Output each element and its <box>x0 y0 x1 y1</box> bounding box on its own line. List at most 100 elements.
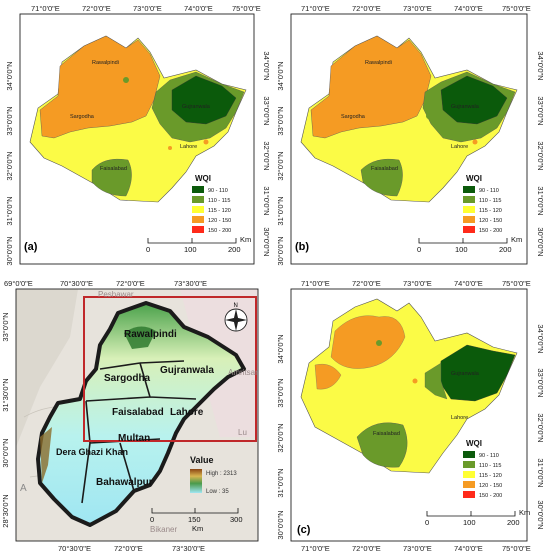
wqi-surface <box>300 298 518 474</box>
scale-bar: 0 100 200 Km <box>146 235 251 254</box>
lat-label: 28°30'0"N <box>1 494 10 527</box>
lon-label: 71°0'0"E <box>301 4 330 13</box>
lat-label: 32°0'0"N <box>536 141 545 170</box>
lat-label: 30°0'0"N <box>536 227 545 256</box>
legend-label: 110 - 115 <box>479 463 501 469</box>
panel-tag: (b) <box>295 241 309 253</box>
scale-bar: 0 100 200 Km <box>425 508 530 527</box>
lat-label: 32°0'0"N <box>262 141 271 170</box>
lat-label: 31°0'0"N <box>276 196 285 225</box>
lat-label: 31°0'0"N <box>536 186 545 215</box>
scale-unit: Km <box>519 508 530 517</box>
city-label: Lahore <box>451 415 468 421</box>
lat-label: 30°0'0"N <box>262 227 271 256</box>
lon-label: 75°0'0"E <box>232 4 261 13</box>
legend-title: WQI <box>466 439 482 448</box>
wqi-surface <box>29 35 247 203</box>
legend-label: 115 - 120 <box>479 473 502 479</box>
legend-label: 150 - 200 <box>479 228 502 234</box>
lat-label: 31°0'0"N <box>262 186 271 215</box>
scale-tick: 200 <box>499 245 512 254</box>
lat-label: 34°0'0"N <box>276 334 285 363</box>
lon-label: 73°30'0"E <box>172 544 205 553</box>
legend-swatch <box>192 206 204 213</box>
lat-label: 34°0'0"N <box>5 61 14 90</box>
legend-swatch <box>463 206 475 213</box>
city-label: Sargodha <box>341 114 366 120</box>
lon-label: 70°30'0"E <box>58 544 91 553</box>
faint-label: Peshawar <box>98 290 134 299</box>
legend-swatch <box>463 471 475 478</box>
lat-label: 30°0'0"N <box>5 236 14 265</box>
scale-tick: 0 <box>146 245 150 254</box>
legend-title: Value <box>190 455 214 465</box>
city-label: Gujranwala <box>451 104 480 110</box>
lat-label: 32°0'0"N <box>536 413 545 442</box>
lon-label: 73°0'0"E <box>403 544 432 553</box>
wqi-map-panel-a: 71°0'0"E 72°0'0"E 73°0'0"E 74°0'0"E 75°0… <box>5 4 271 266</box>
city-label: Lahore <box>170 407 204 418</box>
lat-label: 31°30'0"N <box>1 378 10 411</box>
lat-label: 30°0'0"N <box>276 236 285 265</box>
city-label: Rawalpindi <box>365 60 392 66</box>
scale-unit: Km <box>511 235 522 244</box>
lon-label: 71°0'0"E <box>301 279 330 288</box>
city-label: Rawalpindi <box>124 329 177 340</box>
lon-label: 73°0'0"E <box>133 4 162 13</box>
legend-low: Low : 35 <box>206 489 229 495</box>
lon-label: 72°0'0"E <box>116 279 145 288</box>
legend-label: 150 - 200 <box>479 493 502 499</box>
panel-tag: (c) <box>297 524 311 536</box>
lat-label: 34°0'0"N <box>262 51 271 80</box>
scale-bar: 0 150 300 Km <box>150 508 243 533</box>
legend-swatch <box>192 196 204 203</box>
legend-label: 115 - 120 <box>208 208 231 214</box>
scale-tick: 0 <box>417 245 421 254</box>
city-label: Faisalabad <box>112 407 164 418</box>
scale-tick: 100 <box>463 518 476 527</box>
lat-label: 31°0'0"N <box>276 468 285 497</box>
lon-label: 73°0'0"E <box>403 4 432 13</box>
legend-swatch <box>463 491 475 498</box>
north-arrow: N <box>224 303 248 332</box>
scale-tick: 300 <box>230 515 243 524</box>
faint-label: Bikaner <box>150 525 177 534</box>
lon-label: 72°0'0"E <box>352 544 381 553</box>
wqi-surface <box>300 35 518 203</box>
wqi-map-panel-c: 71°0'0"E 72°0'0"E 73°0'0"E 74°0'0"E 75°0… <box>276 279 545 553</box>
city-label: Dera Ghazi Khan <box>56 447 128 457</box>
lat-label: 33°0'0"N <box>1 312 10 341</box>
lon-label: 72°0'0"E <box>352 4 381 13</box>
lat-label: 33°0'0"N <box>276 378 285 407</box>
scale-bar: 0 100 200 Km <box>417 235 522 254</box>
lat-label: 33°0'0"N <box>5 106 14 135</box>
lon-label: 75°0'0"E <box>502 544 531 553</box>
scale-tick: 150 <box>188 515 201 524</box>
lon-label: 70°30'0"E <box>60 279 93 288</box>
lon-label: 69°0'0"E <box>4 279 33 288</box>
lon-label: 75°0'0"E <box>502 4 531 13</box>
scale-tick: 200 <box>507 518 520 527</box>
lon-label: 71°0'0"E <box>31 4 60 13</box>
legend-label: 120 - 150 <box>479 483 502 489</box>
city-label: Sargodha <box>104 373 151 384</box>
study-area-map: 69°0'0"E 70°30'0"E 72°0'0"E 73°30'0"E 70… <box>1 279 259 553</box>
city-label: Lahore <box>180 144 197 150</box>
legend-label: 150 - 200 <box>208 228 231 234</box>
map-frame <box>15 288 259 542</box>
lat-label: 34°0'0"N <box>536 51 545 80</box>
wqi-map-panel-b: 71°0'0"E 72°0'0"E 73°0'0"E 74°0'0"E 75°0… <box>276 4 545 266</box>
lat-label: 32°0'0"N <box>276 423 285 452</box>
lat-label: 31°0'0"N <box>5 196 14 225</box>
legend-label: 90 - 110 <box>208 188 228 194</box>
city-label: Lahore <box>451 144 468 150</box>
lon-label: 74°0'0"E <box>454 4 483 13</box>
scale-tick: 200 <box>228 245 241 254</box>
scale-unit: Km <box>192 524 203 533</box>
lon-label: 72°0'0"E <box>114 544 143 553</box>
city-label: Rawalpindi <box>92 60 119 66</box>
lat-label: 32°0'0"N <box>276 151 285 180</box>
scale-tick: 0 <box>150 515 154 524</box>
lat-label: 33°0'0"N <box>536 96 545 125</box>
legend-label: 115 - 120 <box>479 208 502 214</box>
